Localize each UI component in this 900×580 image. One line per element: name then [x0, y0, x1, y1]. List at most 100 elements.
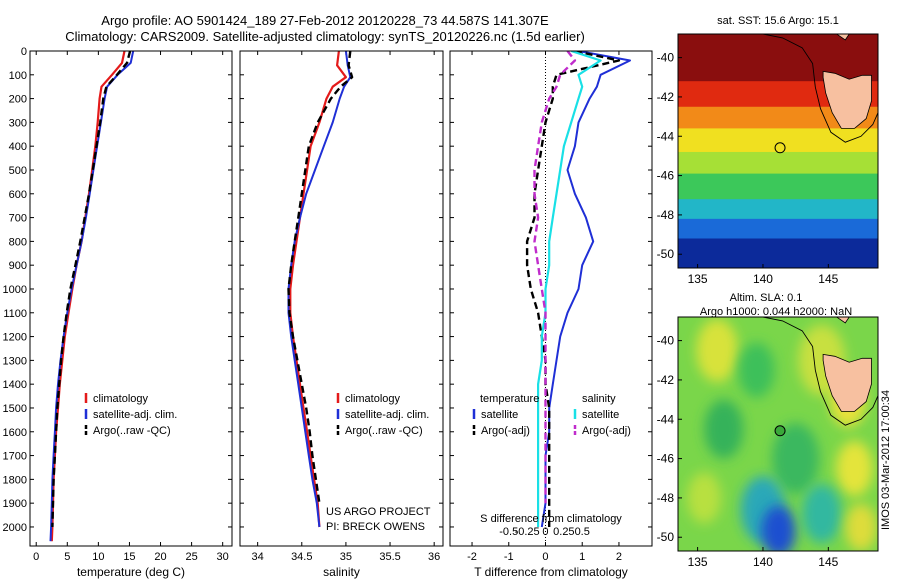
depth-tick-label: 100 — [9, 70, 27, 82]
temperature-legend-label: satellite-adj. clim. — [93, 409, 177, 421]
depth-tick-label: 1800 — [3, 474, 27, 486]
sst_map-band — [678, 173, 878, 200]
sla_map-profile-marker — [774, 425, 786, 437]
sla_map-isobath — [762, 317, 878, 426]
depth-tick-label: 1300 — [3, 355, 27, 367]
diff-salinity-legend-label: Argo(-adj) — [582, 425, 631, 437]
salinity-xtick-label: 35 — [340, 551, 352, 563]
difference-xtick-label: 0 — [542, 551, 548, 563]
sst-map-title: sat. SST: 15.6 Argo: 15.1 — [717, 15, 839, 27]
sst_map-profile-marker — [774, 142, 786, 154]
sst_map-band — [678, 218, 878, 240]
figure-title-line1: Argo profile: AO 5901424_189 27-Feb-2012… — [101, 13, 549, 28]
sla_map-blob — [845, 503, 877, 551]
salinity-xtick-label: 36 — [428, 551, 440, 563]
sla_map-blob — [687, 472, 722, 524]
depth-tick-label: 1600 — [3, 427, 27, 439]
temperature-series-climatology — [50, 51, 126, 542]
depth-tick-label: 700 — [9, 213, 27, 225]
temperature-xtick-label: 30 — [217, 551, 229, 563]
sla_map-frame — [677, 316, 879, 552]
depth-tick-label: 1400 — [3, 379, 27, 391]
salinity-series-argo — [287, 51, 354, 504]
sst_map-band — [678, 128, 878, 153]
sla_map-xtick-label: 135 — [688, 555, 708, 569]
sst_map-ytick-label: -46 — [657, 169, 675, 183]
difference-xtick-label: -2 — [467, 551, 477, 563]
salinity-lines — [287, 51, 354, 528]
sst_map-isobath — [762, 34, 878, 143]
salinity-legend-label: Argo(..raw -QC) — [345, 425, 423, 437]
sst_map-ytick-label: -42 — [657, 90, 675, 104]
salinity-diff-tick-label: 0.25 — [553, 526, 574, 538]
difference-xlabel: T difference from climatology — [474, 565, 628, 579]
depth-tick-label: 1700 — [3, 451, 27, 463]
diff-temperature-legend-label: Argo(-adj) — [481, 425, 530, 437]
sla_map-field — [678, 317, 878, 551]
salinity-xlabel: salinity — [323, 565, 360, 579]
difference-xtick-label: 1 — [579, 551, 585, 563]
sla_map-blob — [696, 318, 739, 382]
diff-legend-header-salinity: salinity — [582, 393, 616, 405]
temperature-xtick-label: 25 — [185, 551, 197, 563]
sst_map-frame — [677, 33, 879, 269]
salinity-xtick-label: 34 — [252, 551, 264, 563]
sla_map-ytick-label: -50 — [657, 530, 675, 544]
sst_map-xtick-label: 145 — [818, 272, 838, 286]
sst_map-band — [678, 199, 878, 220]
difference-series-satellite — [540, 51, 631, 528]
salinity-xtick-label: 34.5 — [291, 551, 312, 563]
sla-map-subtitle: Argo h1000: 0.044 h2000: NaN — [700, 306, 852, 318]
temperature-xtick-label: 15 — [123, 551, 135, 563]
sla_map-ytick-label: -46 — [657, 452, 675, 466]
sst_map-ytick-label: -48 — [657, 208, 675, 222]
depth-tick-label: 1000 — [3, 284, 27, 296]
temperature-panel: 0100200300400500600700800900100011001200… — [3, 46, 233, 579]
sla_map-xtick-label: 140 — [753, 555, 773, 569]
temperature-legend-label: Argo(..raw -QC) — [93, 425, 171, 437]
depth-tick-label: 600 — [9, 189, 27, 201]
sst_map-band — [678, 238, 878, 268]
sst_map-band — [678, 34, 878, 82]
sla_map-tasmania — [822, 353, 872, 412]
depth-tick-label: 900 — [9, 260, 27, 272]
depth-tick-label: 1500 — [3, 403, 27, 415]
sla_map-panel: 135 140 145 -40 -42 -44 -46 -48 -50 Altim. SLA: 0… — [657, 292, 879, 569]
depth-tick-label: 800 — [9, 236, 27, 248]
diff-salinity-legend-label: satellite — [582, 409, 619, 421]
depth-tick-label: 400 — [9, 141, 27, 153]
sla-map-title: Altim. SLA: 0.1 — [730, 292, 803, 304]
sla_map-blob — [802, 484, 842, 544]
salinity-diff-tick-label: 0 — [542, 526, 548, 538]
salinity-series-climatology — [289, 51, 347, 528]
imos-timestamp: IMOS 03-Mar-2012 17:00:34 — [880, 390, 892, 530]
salinity-diff-label: S difference from climatology — [480, 513, 622, 525]
salinity-diff-tick-label: -0.25 — [515, 526, 540, 538]
temperature-xtick-label: 5 — [64, 551, 70, 563]
sla_map-blob — [738, 342, 775, 398]
difference-series-sal_argo — [533, 51, 577, 504]
sst_map-ytick-label: -50 — [657, 247, 675, 261]
depth-tick-label: 500 — [9, 165, 27, 177]
depth-tick-label: 1200 — [3, 332, 27, 344]
sst_map-ytick-label: -44 — [657, 129, 675, 143]
salinity-diff-tick-label: -0.5 — [499, 526, 518, 538]
sla_map-ytick-label: -44 — [657, 412, 675, 426]
sst_map-ytick-label: -40 — [657, 51, 675, 65]
difference-xtick-label: 2 — [616, 551, 622, 563]
difference-frame — [449, 50, 653, 547]
temperature-legend-label: climatology — [93, 393, 149, 405]
depth-tick-label: 1900 — [3, 498, 27, 510]
depth-tick-label: 2000 — [3, 522, 27, 534]
figure-title-line2: Climatology: CARS2009. Satellite-adjuste… — [65, 29, 585, 44]
sst_map-tasmania — [822, 70, 872, 129]
sst_map-band — [678, 106, 878, 129]
depth-tick-label: 1100 — [3, 308, 27, 320]
sla_map-ytick-label: -42 — [657, 373, 675, 387]
sst_map-xtick-label: 140 — [753, 272, 773, 286]
salinity-frame — [239, 50, 444, 547]
depth-tick-label: 300 — [9, 117, 27, 129]
diff-temperature-legend-label: satellite — [481, 409, 518, 421]
annotation-pi: PI: BRECK OWENS — [326, 521, 425, 533]
